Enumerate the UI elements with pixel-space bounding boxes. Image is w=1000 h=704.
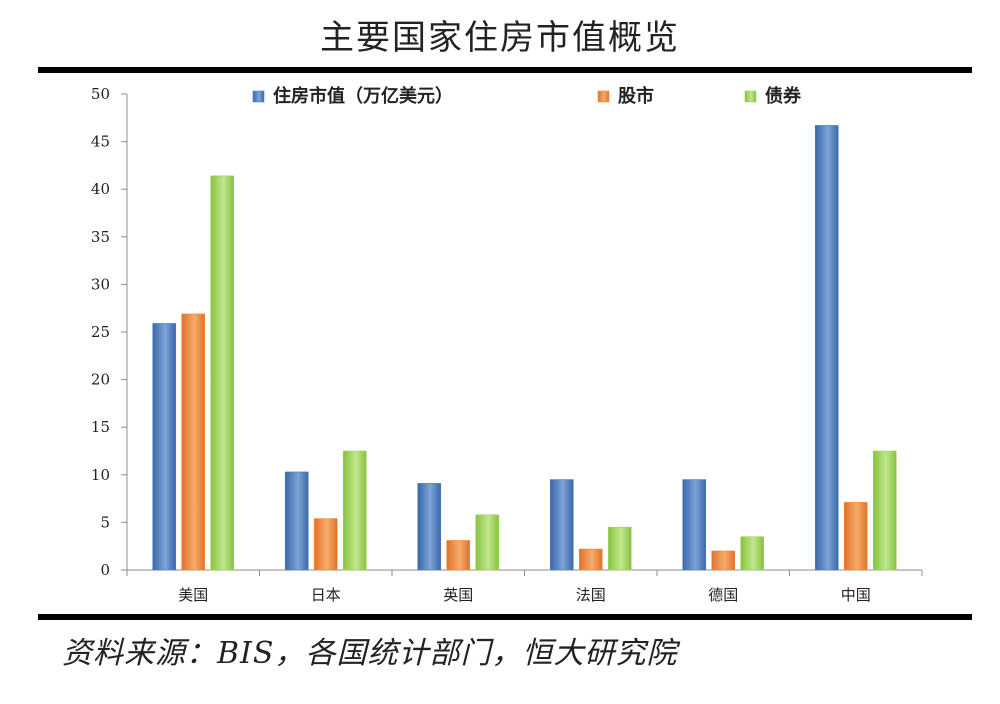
x-tick-label: 日本 [311,586,341,604]
top-rule [38,67,972,73]
bar [711,550,736,571]
legend-swatch [597,90,610,103]
bar [342,450,367,571]
bar [284,471,309,571]
y-tick-label: 40 [91,180,110,198]
legend-label: 住房市值（万亿美元） [273,85,453,107]
bar [549,479,574,571]
bar [181,313,206,571]
x-tick-label: 法国 [576,586,606,604]
bar [607,526,632,571]
bar [475,514,500,571]
bar [152,323,177,571]
bar [578,548,603,571]
y-tick-label: 15 [91,418,110,436]
y-tick-label: 45 [91,133,110,151]
y-tick-label: 20 [91,371,110,389]
legend: 住房市值（万亿美元） 股市 债券 [252,85,802,107]
bar [210,175,235,571]
bar [446,540,471,571]
legend-label: 债券 [765,85,802,107]
legend-swatch [252,90,265,103]
x-tick-label: 美国 [178,586,208,604]
bar [313,518,338,571]
bar [843,502,868,571]
axes-layer: 0 5 10 15 20 25 30 35 40 45 50 美国 日本 英国 法国 德国 中国 [91,85,923,604]
page-title: 主要国家住房市值概览 [320,18,680,58]
x-tick-label: 中国 [841,586,871,604]
y-tick-label: 10 [91,466,110,484]
bar [417,483,442,571]
bar [872,450,897,571]
x-tick-label: 德国 [708,586,738,604]
bar [814,125,839,571]
y-tick-label: 5 [100,513,110,531]
bar [740,536,765,571]
y-tick-label: 25 [91,323,110,341]
legend-swatch [744,90,757,103]
y-tick-label: 50 [91,85,110,103]
y-tick-label: 30 [91,275,110,293]
y-tick-label: 35 [91,228,110,246]
bars-layer [152,125,897,571]
source-note: 资料来源：BIS，各国统计部门，恒大研究院 [62,636,678,671]
x-tick-label: 英国 [443,586,473,604]
y-tick-label: 0 [100,561,110,579]
legend-label: 股市 [617,85,654,107]
bottom-rule [38,614,972,620]
bar [682,479,707,571]
